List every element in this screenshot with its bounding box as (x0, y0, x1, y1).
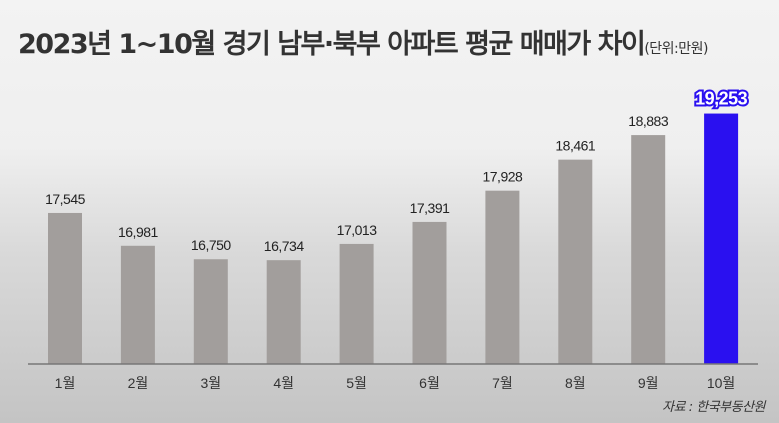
bar (558, 159, 593, 364)
category-label: 8월 (565, 375, 586, 391)
chart-title: 2023년 1~10월 경기 남부·북부 아파트 평균 매매가 차이(단위:만원… (18, 22, 708, 61)
category-label: 3월 (200, 375, 221, 391)
value-label: 18,461 (555, 138, 596, 154)
source-note: 자료 : 한국부동산원 (662, 400, 765, 415)
value-label: 17,013 (337, 222, 378, 238)
bar (193, 259, 228, 364)
unit-note: (단위:만원) (644, 41, 708, 57)
bar (704, 113, 739, 365)
bar (266, 260, 301, 364)
category-label: 4월 (273, 375, 294, 391)
value-label: 17,928 (482, 169, 523, 185)
category-label: 1월 (55, 375, 76, 391)
title-text: 2023년 1~10월 경기 남부·북부 아파트 평균 매매가 차이 (18, 29, 646, 60)
bar (339, 243, 374, 364)
value-label: 17,545 (45, 191, 86, 207)
category-label: 7월 (492, 375, 513, 391)
category-label: 5월 (346, 375, 367, 391)
value-label: 17,391 (410, 200, 451, 216)
bar (120, 245, 155, 364)
value-label: 16,981 (118, 224, 159, 240)
value-label: 16,734 (264, 238, 305, 254)
value-label: 16,750 (191, 237, 232, 253)
category-label: 6월 (419, 375, 440, 391)
bar (48, 212, 82, 364)
bar (412, 221, 447, 364)
category-label: 10월 (707, 375, 735, 391)
bar (631, 135, 666, 364)
category-label: 2월 (128, 375, 149, 391)
bar (485, 190, 520, 364)
value-label: 18,883 (628, 113, 669, 129)
value-label: 19,253 (695, 89, 748, 109)
category-label: 9월 (638, 375, 659, 391)
